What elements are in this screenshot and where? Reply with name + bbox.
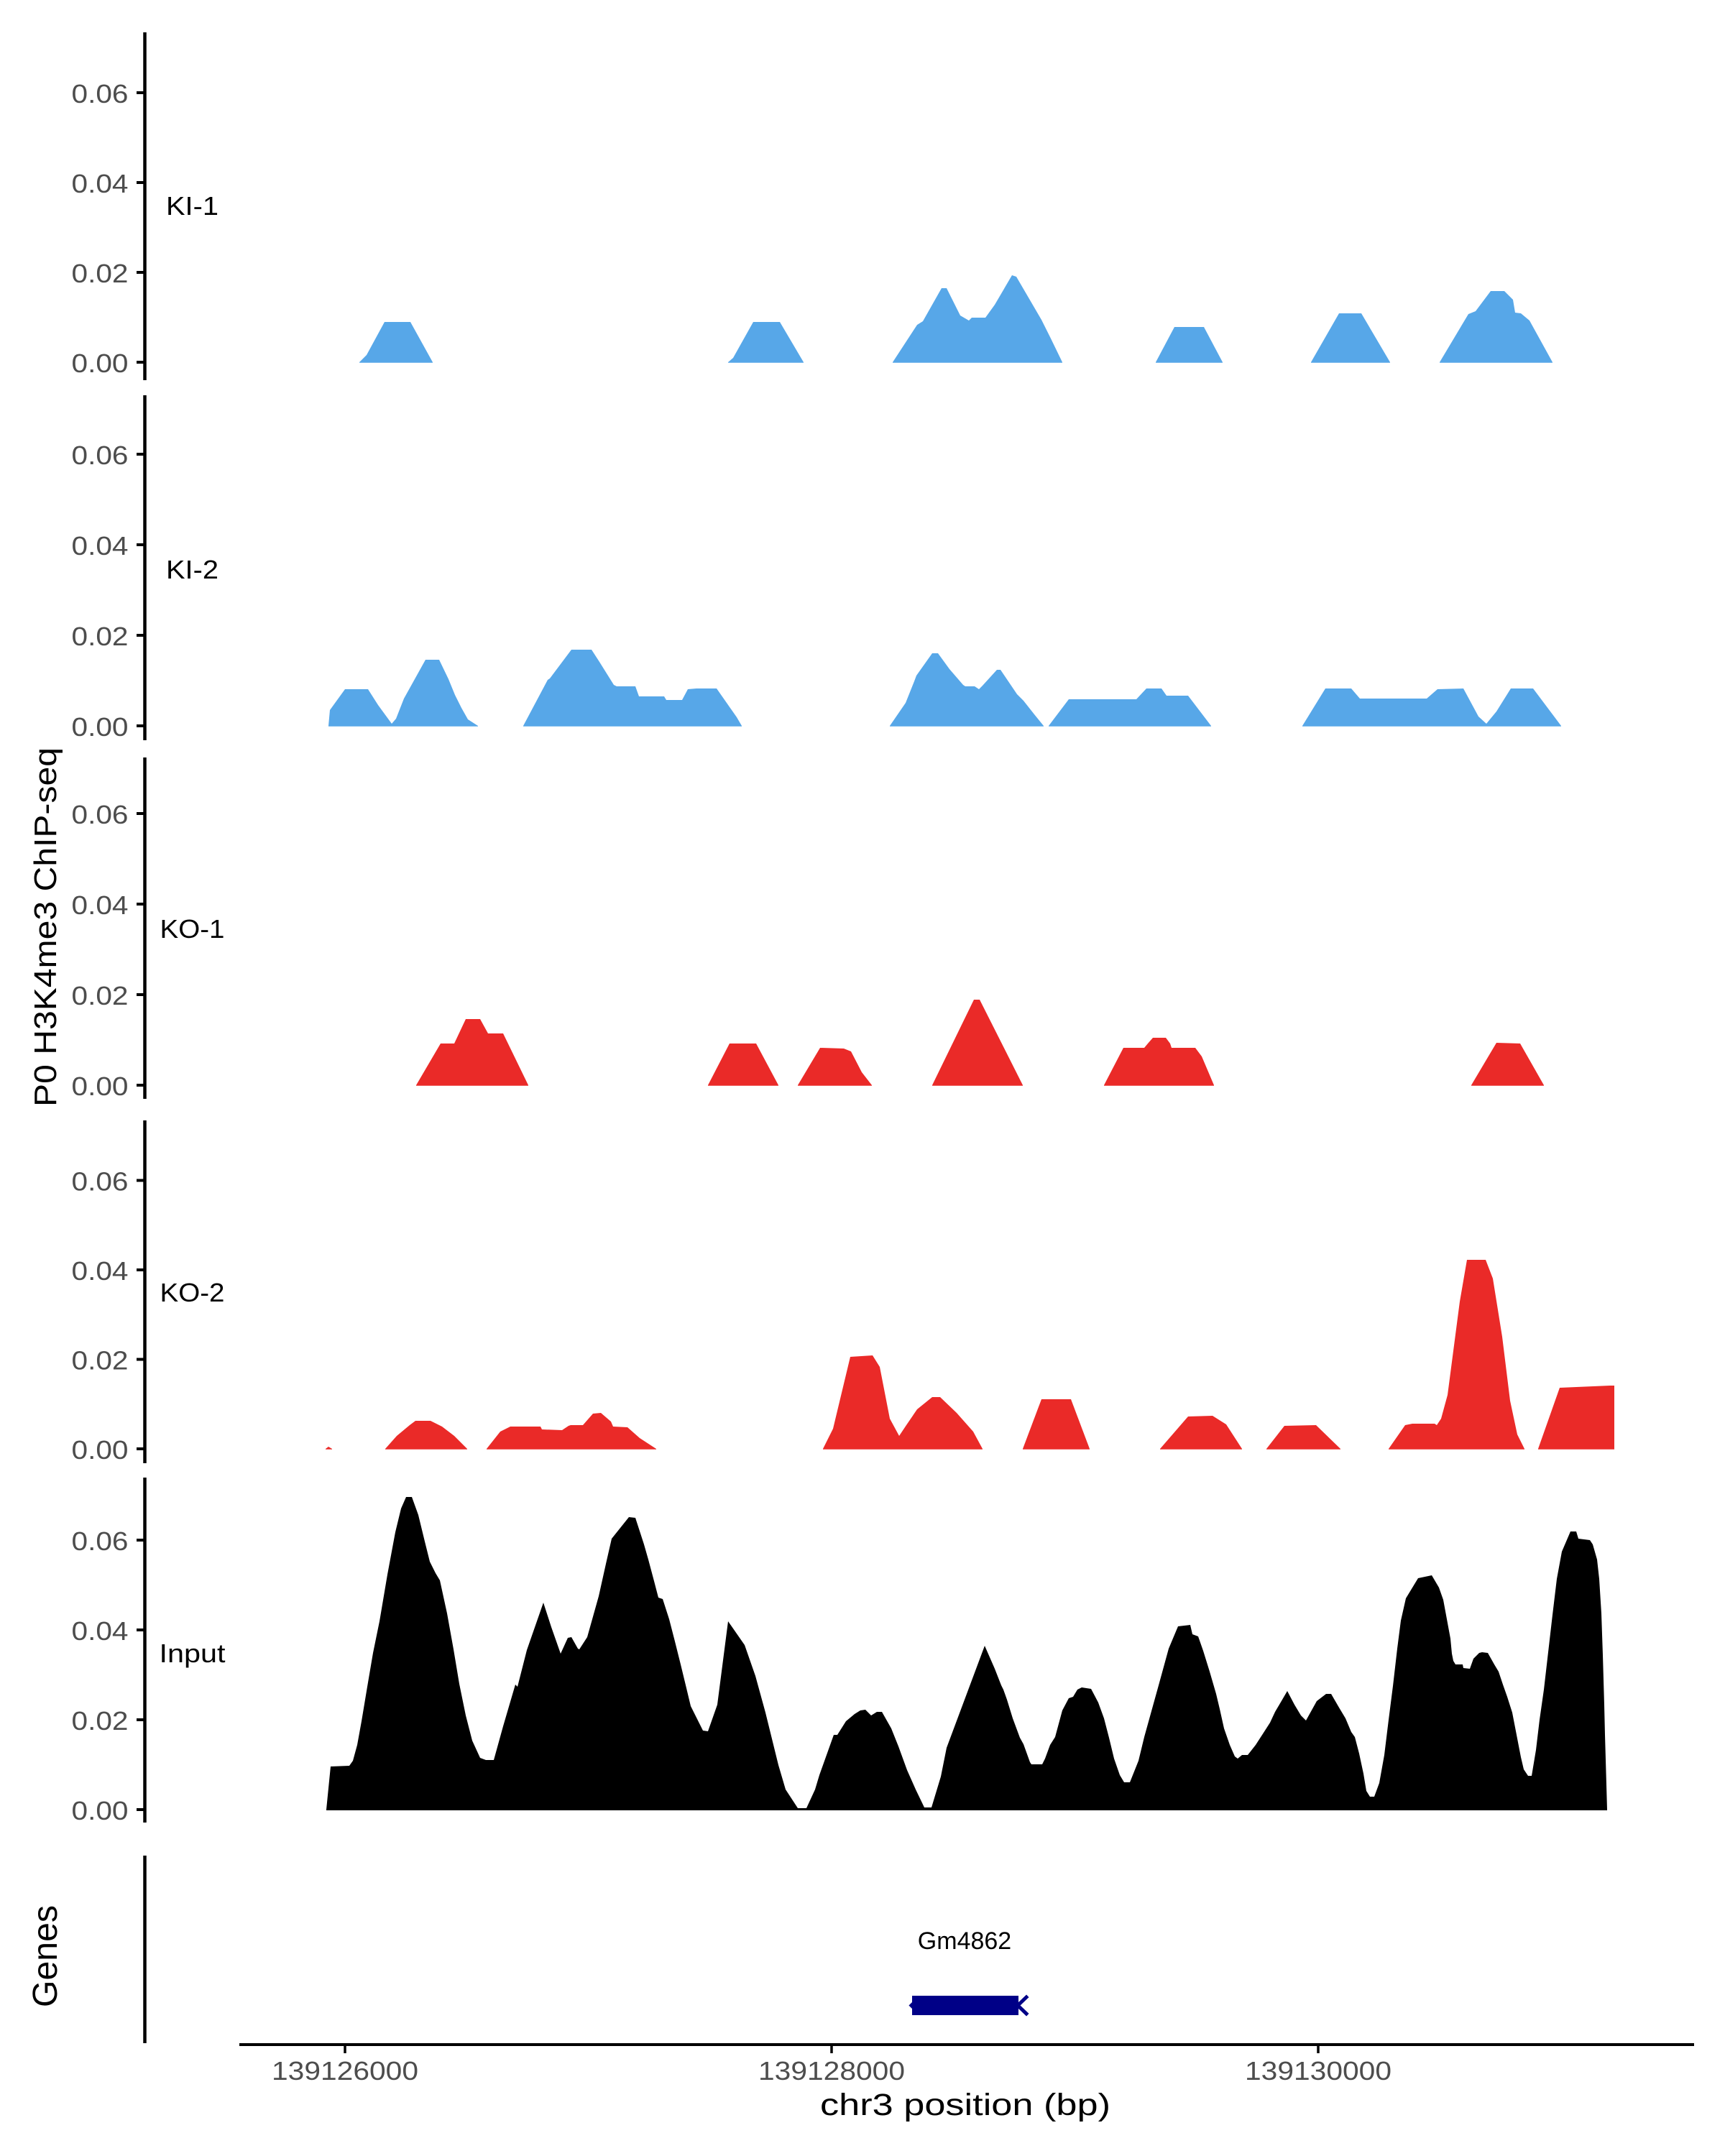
svg-text:0.00: 0.00 xyxy=(72,1072,129,1101)
svg-text:0.04: 0.04 xyxy=(72,531,129,561)
svg-text:0.02: 0.02 xyxy=(72,622,129,651)
svg-text:0.00: 0.00 xyxy=(72,349,129,378)
svg-text:0.02: 0.02 xyxy=(72,1706,129,1736)
svg-text:Genes: Genes xyxy=(27,1905,65,2007)
svg-text:0.04: 0.04 xyxy=(72,1616,129,1646)
svg-text:0.06: 0.06 xyxy=(72,79,129,109)
svg-text:0.02: 0.02 xyxy=(72,1346,129,1376)
svg-text:0.06: 0.06 xyxy=(72,1167,129,1197)
svg-text:P0 H3K4me3 ChIP-seq: P0 H3K4me3 ChIP-seq xyxy=(28,747,63,1107)
svg-text:139128000: 139128000 xyxy=(758,2056,905,2086)
svg-text:0.00: 0.00 xyxy=(72,1796,129,1825)
svg-text:139126000: 139126000 xyxy=(272,2056,418,2086)
svg-text:0.00: 0.00 xyxy=(72,712,129,742)
svg-text:0.04: 0.04 xyxy=(72,890,129,920)
svg-text:chr3 position (bp): chr3 position (bp) xyxy=(820,2088,1110,2122)
svg-text:0.04: 0.04 xyxy=(72,1256,129,1286)
svg-text:0.02: 0.02 xyxy=(72,259,129,288)
svg-text:139130000: 139130000 xyxy=(1245,2056,1392,2086)
svg-text:0.00: 0.00 xyxy=(72,1435,129,1465)
svg-text:0.04: 0.04 xyxy=(72,169,129,198)
svg-text:0.06: 0.06 xyxy=(72,800,129,829)
svg-text:Gm4862: Gm4862 xyxy=(918,1927,1011,1955)
svg-text:0.06: 0.06 xyxy=(72,1526,129,1556)
svg-text:KO-1: KO-1 xyxy=(160,914,225,944)
svg-text:KI-1: KI-1 xyxy=(166,191,218,221)
svg-text:KI-2: KI-2 xyxy=(166,555,218,584)
svg-text:0.02: 0.02 xyxy=(72,981,129,1010)
svg-text:Input: Input xyxy=(160,1639,226,1668)
svg-text:KO-2: KO-2 xyxy=(160,1278,225,1307)
svg-text:0.06: 0.06 xyxy=(72,441,129,470)
